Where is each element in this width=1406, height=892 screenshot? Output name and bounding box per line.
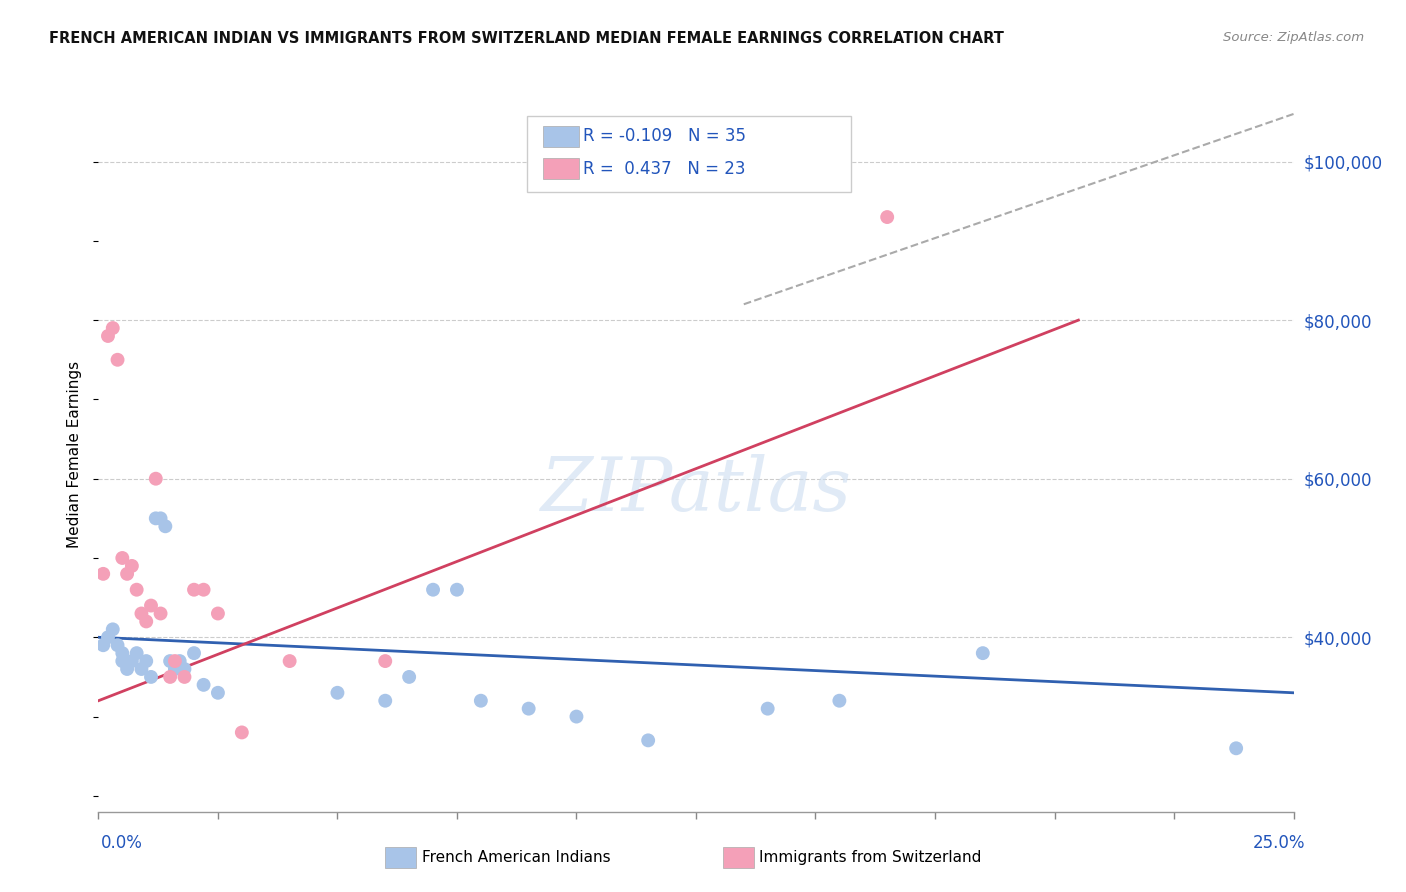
Point (565, 709, 588, 723)
Point (139, 670, 162, 684)
Point (398, 670, 420, 684)
Point (828, 694, 851, 708)
Point (422, 582, 444, 597)
Point (111, 646, 134, 660)
Point (111, 654, 134, 668)
Point (756, 701, 779, 715)
Point (183, 582, 205, 597)
Text: French American Indians: French American Indians (422, 850, 610, 864)
Y-axis label: Median Female Earnings: Median Female Earnings (67, 361, 83, 549)
Point (876, 210, 898, 224)
Point (145, 472, 167, 486)
Point (517, 701, 540, 715)
Point (145, 511, 167, 525)
Point (97, 329, 120, 343)
Point (207, 607, 229, 621)
Point (91, 638, 114, 652)
Text: Source: ZipAtlas.com: Source: ZipAtlas.com (1223, 31, 1364, 45)
Point (135, 654, 157, 668)
Point (131, 662, 153, 676)
Point (159, 670, 181, 684)
Point (326, 686, 349, 700)
Point (193, 678, 215, 692)
Text: R = -0.109   N = 35: R = -0.109 N = 35 (583, 128, 747, 145)
Point (173, 662, 195, 676)
Point (107, 638, 129, 652)
Point (207, 686, 229, 700)
Point (149, 607, 172, 621)
Point (101, 321, 124, 335)
Point (125, 646, 148, 660)
Point (374, 654, 396, 668)
Point (183, 646, 205, 660)
Point (101, 623, 124, 637)
Point (107, 352, 129, 367)
Point (446, 582, 468, 597)
Text: ZIPatlas: ZIPatlas (540, 454, 852, 527)
Point (139, 599, 162, 613)
Point (169, 654, 191, 668)
Point (231, 725, 253, 739)
Point (131, 607, 153, 621)
Point (97, 630, 120, 644)
Point (149, 511, 172, 525)
Point (121, 654, 143, 668)
Point (173, 670, 195, 684)
Point (115, 566, 138, 581)
Text: 0.0%: 0.0% (101, 834, 143, 852)
Point (125, 582, 148, 597)
Point (91, 566, 114, 581)
Point (193, 582, 215, 597)
Point (374, 694, 396, 708)
Text: R =  0.437   N = 23: R = 0.437 N = 23 (583, 160, 747, 178)
Point (1225, 741, 1247, 756)
Point (115, 662, 138, 676)
Point (111, 551, 134, 566)
Point (470, 694, 492, 708)
Text: Immigrants from Switzerland: Immigrants from Switzerland (759, 850, 981, 864)
Text: FRENCH AMERICAN INDIAN VS IMMIGRANTS FROM SWITZERLAND MEDIAN FEMALE EARNINGS COR: FRENCH AMERICAN INDIAN VS IMMIGRANTS FRO… (49, 31, 1004, 46)
Point (121, 558, 143, 573)
Point (155, 519, 177, 533)
Point (972, 646, 994, 660)
Point (637, 733, 659, 747)
Point (135, 615, 157, 629)
Point (159, 654, 181, 668)
Text: 25.0%: 25.0% (1253, 834, 1305, 852)
Point (163, 654, 186, 668)
Point (278, 654, 301, 668)
Point (163, 662, 186, 676)
